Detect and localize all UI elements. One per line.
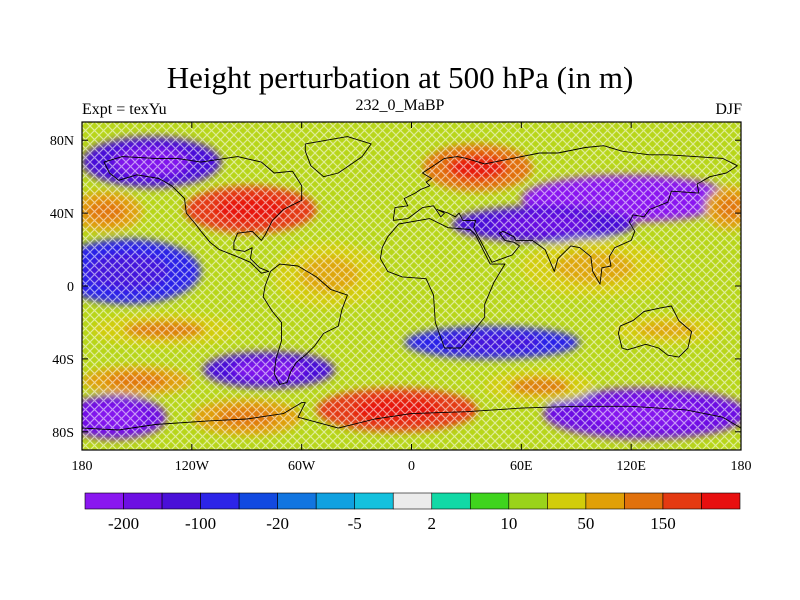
map-panel	[82, 122, 741, 450]
coastline-4	[392, 145, 738, 285]
colorbar-label: -20	[266, 514, 289, 533]
y-tick-label: 80S	[52, 426, 74, 441]
colorbar-swatch-14	[624, 492, 664, 510]
stipple-overlay	[82, 122, 741, 450]
colorbar-swatch-3	[200, 492, 240, 510]
coastline-2	[262, 263, 348, 385]
y-tick-label: 40S	[52, 353, 74, 368]
x-tick-label: 0	[408, 459, 415, 474]
x-tick-label: 120W	[175, 459, 210, 474]
colorbar-swatch-9	[431, 492, 471, 510]
colorbar-label: 10	[500, 514, 517, 533]
colorbar-swatch-5	[277, 492, 317, 510]
season-label: DJF	[715, 101, 742, 118]
colorbar-swatch-0	[84, 492, 124, 510]
colorbar-swatch-4	[238, 492, 278, 510]
x-tick-label: 180	[731, 459, 752, 474]
colorbar: -200 -100 -20 -5 2 10 50 150	[84, 492, 741, 533]
colorbar-swatch-15	[662, 492, 702, 510]
colorbar-swatch-10	[469, 492, 510, 510]
experiment-label: Expt = texYu	[82, 101, 167, 118]
x-tick-label: 180	[72, 459, 93, 474]
colorbar-swatch-12	[547, 492, 587, 510]
colorbar-label: 2	[428, 514, 437, 533]
plot-title: Height perturbation at 500 hPa (in m)	[166, 60, 634, 95]
colorbar-swatch-13	[585, 492, 625, 510]
y-tick-label: 40N	[50, 207, 74, 222]
map-axes: 180 120W 60W 0 60E 120E 180 80N 40N 0 40S 80S	[50, 122, 752, 474]
colorbar-label: 50	[577, 514, 594, 533]
colorbar-label: -5	[348, 514, 362, 533]
colorbar-swatch-1	[123, 492, 163, 510]
coastline-1	[103, 156, 303, 274]
coastline-3	[379, 218, 506, 349]
coastline-0	[304, 136, 372, 178]
colorbar-label: -200	[108, 514, 139, 533]
y-tick-label: 80N	[50, 134, 74, 149]
x-tick-label: 60W	[288, 459, 316, 474]
x-tick-label: 120E	[616, 459, 646, 474]
colorbar-swatch-6	[315, 492, 356, 510]
period-label: 232_0_MaBP	[355, 97, 445, 114]
y-tick-label: 0	[67, 280, 74, 295]
colorbar-swatch-8	[392, 492, 433, 510]
colorbar-swatch-7	[354, 492, 394, 510]
colorbar-label: -100	[185, 514, 216, 533]
coastline-6	[82, 402, 741, 431]
colorbar-swatch-2	[161, 492, 201, 510]
coastline-layer	[82, 136, 741, 431]
colorbar-label: 150	[650, 514, 676, 533]
coastline-5	[617, 305, 693, 358]
colorbar-swatch-11	[508, 492, 548, 510]
colorbar-swatch-16	[701, 492, 741, 510]
x-tick-label: 60E	[510, 459, 533, 474]
